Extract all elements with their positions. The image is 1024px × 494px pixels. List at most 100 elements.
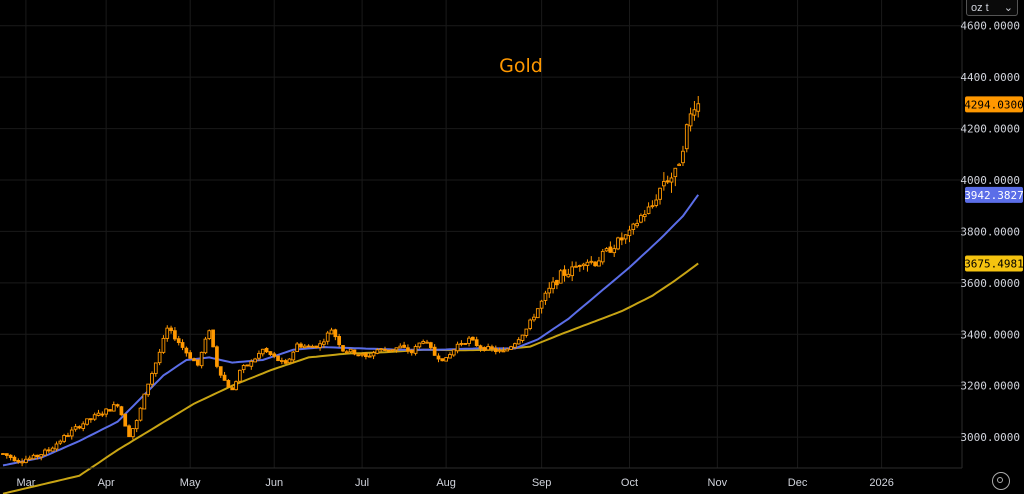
candle [207, 329, 212, 341]
candle [104, 408, 108, 418]
candle [612, 244, 617, 257]
y-tick-label: 3400.0000 [960, 328, 1020, 341]
candle [516, 337, 521, 345]
candle [398, 343, 403, 349]
candle [425, 339, 429, 344]
candle [608, 241, 613, 253]
candle [142, 393, 147, 410]
candle [299, 342, 303, 349]
candle [77, 425, 82, 430]
candle [528, 318, 533, 331]
candle [295, 342, 299, 353]
candle [421, 339, 426, 345]
candle [593, 261, 597, 267]
candle [440, 358, 445, 362]
candle [364, 352, 368, 360]
settings-gear-icon[interactable] [992, 472, 1010, 490]
x-tick-label: May [180, 477, 201, 489]
candle [127, 424, 131, 438]
candle [24, 455, 28, 464]
chevron-down-icon: ⌄ [1003, 2, 1013, 14]
candle [96, 409, 101, 417]
badge-ma-fast: 3942.3827 [964, 186, 1024, 203]
candle [123, 413, 128, 427]
candle [192, 357, 196, 362]
candle [234, 380, 238, 391]
candle [314, 345, 319, 349]
candle [66, 432, 70, 437]
ma-fast-line [2, 194, 700, 467]
candle [367, 353, 372, 358]
y-axis[interactable]: 3000.0000 3200.0000 3400.0000 3600.0000 3800… [960, 20, 1020, 444]
y-tick-label: 3200.0000 [960, 380, 1020, 393]
candle [520, 334, 525, 343]
candle [1, 453, 5, 456]
candle [658, 187, 662, 205]
candle [375, 348, 380, 355]
grid-lines [0, 0, 962, 468]
candle [650, 200, 655, 209]
candle [188, 350, 193, 359]
x-tick-label: Nov [708, 477, 728, 489]
candle [467, 335, 471, 347]
candlesticks [1, 96, 701, 467]
candle [43, 448, 47, 456]
candle [165, 325, 170, 342]
candle [146, 383, 151, 397]
chart-title: Gold [499, 55, 543, 77]
candle [245, 364, 250, 367]
candle [551, 277, 555, 294]
candle [532, 313, 536, 322]
candle [108, 409, 112, 412]
candle [639, 213, 643, 224]
candle [341, 345, 345, 353]
x-tick-label: Aug [436, 477, 456, 489]
candle [100, 411, 105, 418]
candle [577, 264, 582, 272]
candle [448, 352, 452, 359]
candle [684, 123, 689, 153]
candle [58, 439, 63, 445]
candle [509, 345, 513, 351]
candle [471, 336, 475, 341]
candle [157, 348, 162, 366]
candle [356, 354, 361, 357]
candle [318, 340, 322, 351]
candle [490, 344, 494, 352]
candle [253, 357, 257, 363]
candle [161, 335, 166, 354]
candle [463, 342, 468, 345]
candle [574, 261, 578, 268]
candle [688, 107, 693, 132]
candle [543, 290, 548, 305]
candle [260, 348, 265, 357]
candle [54, 441, 59, 452]
candle [681, 145, 685, 167]
candle [402, 341, 406, 349]
x-tick-label: Jul [355, 477, 369, 489]
candle [322, 338, 326, 349]
candle [459, 340, 464, 347]
candle [302, 344, 307, 349]
candle [27, 455, 32, 461]
candle [50, 446, 55, 452]
candle [333, 328, 338, 341]
candle [386, 349, 391, 353]
candle [138, 407, 143, 422]
candle [237, 369, 242, 384]
candle [539, 299, 544, 314]
candle [409, 349, 414, 356]
candle [692, 101, 697, 121]
candle [150, 371, 154, 388]
candle [169, 325, 173, 334]
candle [669, 172, 674, 193]
unit-label: oz t [971, 1, 989, 14]
candle [417, 342, 422, 349]
candle [585, 259, 590, 272]
candle [131, 428, 135, 440]
candle [199, 351, 204, 369]
x-axis[interactable]: Mar Apr May Jun Jul Aug Sep Oct Nov Dec 2026 [16, 477, 893, 489]
unit-selector[interactable]: oz t ⌄ [966, 0, 1018, 16]
